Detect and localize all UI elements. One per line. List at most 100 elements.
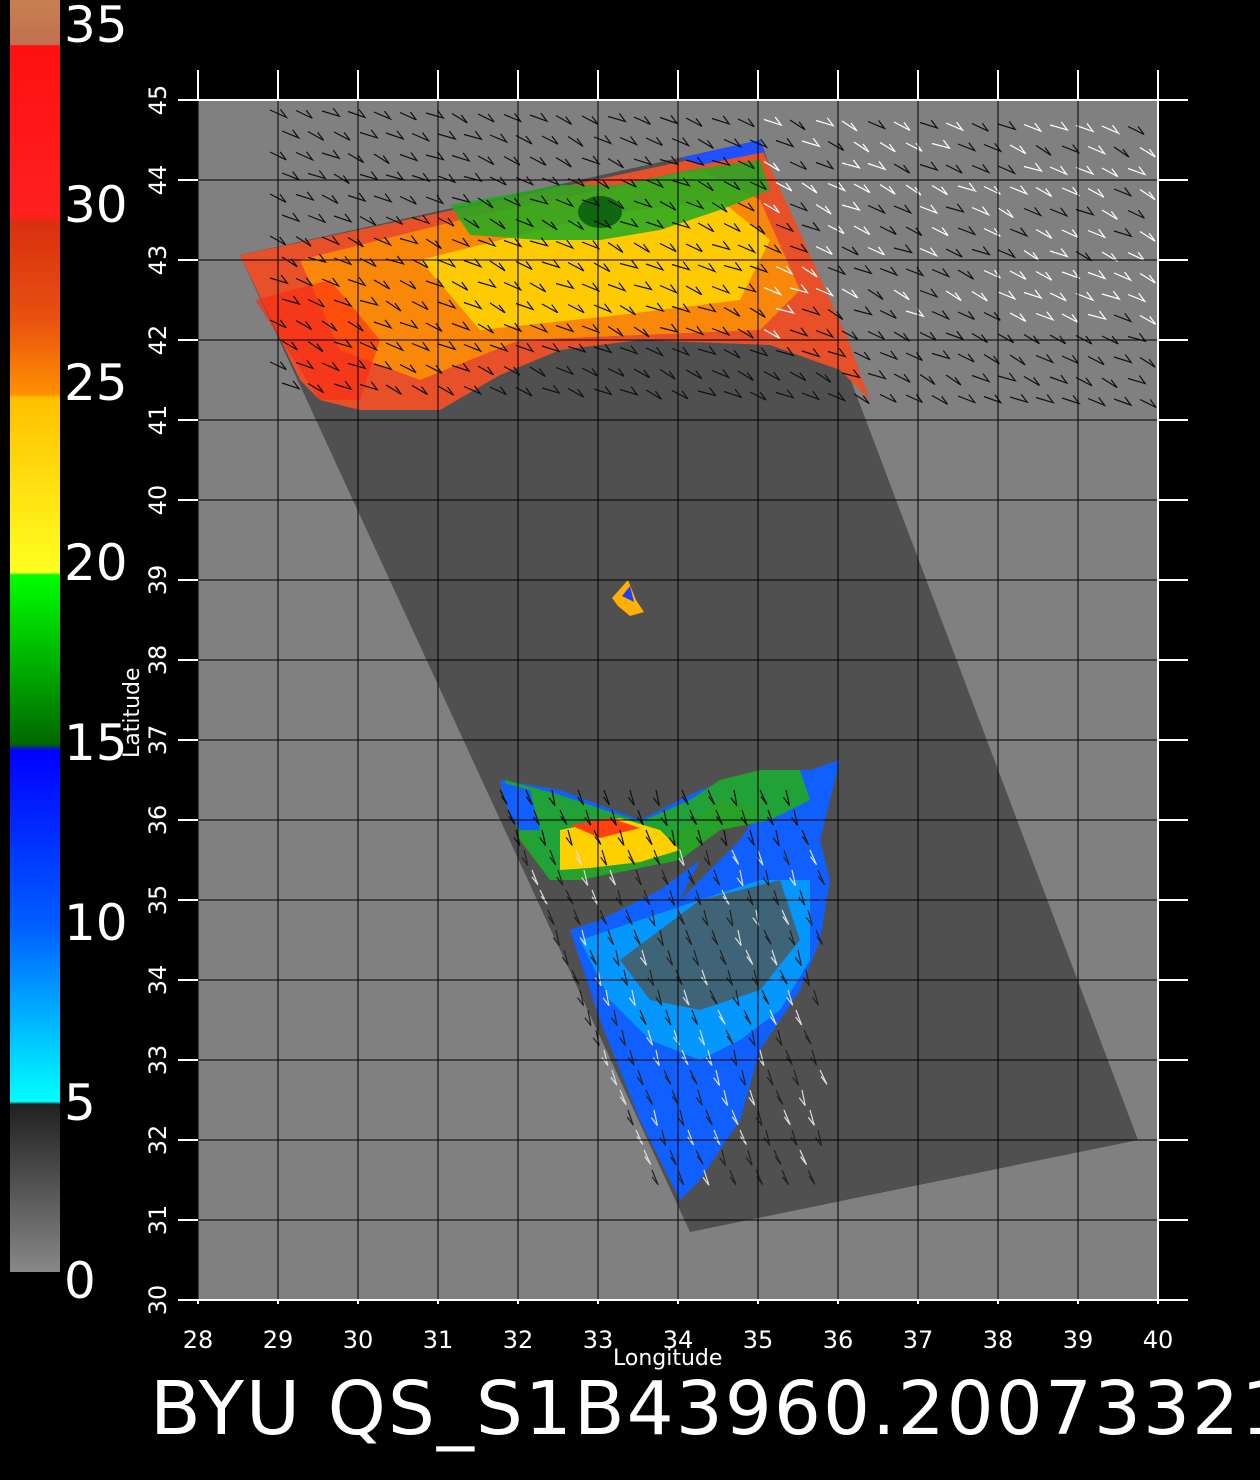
wind-barb <box>697 138 714 149</box>
wind-barb <box>726 909 734 927</box>
wind-barb <box>565 829 573 846</box>
wind-barb <box>1009 227 1029 238</box>
wind-barb <box>463 385 483 396</box>
wind-barb <box>815 245 833 255</box>
wind-barb <box>677 849 685 866</box>
wind-barb <box>919 288 939 299</box>
wind-barb <box>547 909 555 926</box>
wind-barb <box>997 248 1017 259</box>
wind-barb <box>1087 187 1105 198</box>
wind-barb <box>815 160 835 170</box>
wind-barb <box>1023 207 1043 217</box>
wind-barb <box>931 184 948 196</box>
wind-barb <box>581 197 601 207</box>
wind-barb <box>593 344 613 354</box>
wind-barb <box>905 267 925 277</box>
wind-barb <box>552 929 560 947</box>
wind-barb <box>815 328 835 339</box>
wind-barb <box>711 240 731 251</box>
wind-barb <box>711 201 728 213</box>
wind-barb <box>919 204 939 215</box>
wind-barb <box>295 191 315 202</box>
wind-barb <box>749 138 769 149</box>
lon-tick-label-28: 28 <box>183 1326 214 1354</box>
wind-barb <box>671 389 689 400</box>
wind-barb <box>385 384 402 395</box>
wind-barb <box>685 156 705 167</box>
lon-tick-label-33: 33 <box>583 1326 614 1354</box>
wind-barb <box>789 284 809 294</box>
wind-barb <box>347 359 367 370</box>
wind-barb <box>756 849 764 866</box>
wind-barb <box>556 869 564 886</box>
wind-barb <box>775 265 793 275</box>
wind-barb <box>541 343 561 353</box>
map-frame <box>178 70 1188 1304</box>
wind-barb <box>607 282 627 292</box>
wind-barb <box>1061 186 1081 197</box>
wind-barb <box>633 326 650 338</box>
wind-barb <box>477 197 494 209</box>
wind-barb <box>1101 335 1119 345</box>
wind-barb <box>682 989 690 1006</box>
wind-barb <box>788 929 796 946</box>
wind-barb <box>645 302 665 313</box>
wind-barb <box>577 789 585 806</box>
wind-barb <box>789 327 809 337</box>
wind-barb <box>668 829 676 847</box>
wind-barb <box>945 164 963 174</box>
mediterranean-red-band <box>570 818 640 838</box>
wind-barb <box>567 219 585 231</box>
wind-barb <box>983 394 1003 404</box>
wind-barb <box>399 111 417 121</box>
x-axis-title: Longitude <box>613 1346 723 1371</box>
wind-barb <box>697 263 717 273</box>
lat-tick-label-39: 39 <box>144 565 172 596</box>
wind-barb <box>489 302 506 314</box>
wind-barb <box>437 258 457 269</box>
wind-barb <box>411 300 429 311</box>
lat-tick-label-35: 35 <box>144 885 172 916</box>
wind-barb <box>1087 396 1107 407</box>
wind-barb <box>633 929 641 946</box>
wind-barb <box>945 290 962 302</box>
wind-barb <box>794 949 802 967</box>
wind-barb <box>603 789 611 806</box>
wind-barb <box>879 141 896 153</box>
wind-barb <box>1101 124 1121 135</box>
wind-barb <box>711 284 731 295</box>
wind-barb <box>645 261 665 272</box>
wind-barb <box>695 1149 704 1165</box>
wind-barb <box>529 323 549 334</box>
wind-barb <box>281 340 299 351</box>
wind-barb <box>697 303 717 313</box>
wind-barb <box>515 260 533 271</box>
wind-barb <box>685 325 705 336</box>
wind-barb <box>841 246 859 256</box>
wind-barb <box>659 200 677 211</box>
wind-barb <box>781 1169 789 1186</box>
wind-barb <box>451 152 471 163</box>
wind-barb <box>775 347 795 357</box>
wind-barb <box>997 333 1015 344</box>
wind-barb <box>610 1069 618 1086</box>
wind-barb <box>711 156 731 167</box>
wind-barb <box>541 384 561 395</box>
wind-barb <box>997 164 1017 175</box>
wind-barb <box>841 369 861 379</box>
wind-barb <box>607 367 625 377</box>
latitude-tick-labels: 30 31 32 33 34 35 36 37 38 39 40 41 42 43 44 45 <box>144 85 172 1316</box>
wind-barb <box>643 1149 652 1165</box>
wind-barb <box>729 1169 737 1186</box>
wind-barb <box>853 351 871 361</box>
wind-barb <box>593 135 613 145</box>
wind-barb <box>607 157 624 169</box>
wind-barb <box>1139 272 1156 284</box>
wind-barb <box>1075 291 1095 302</box>
wind-barb <box>607 242 624 254</box>
wind-barb <box>789 869 797 886</box>
wind-barb <box>945 248 963 258</box>
wind-barb <box>321 107 341 118</box>
wind-barb <box>628 989 636 1007</box>
wind-barb <box>1087 145 1107 156</box>
